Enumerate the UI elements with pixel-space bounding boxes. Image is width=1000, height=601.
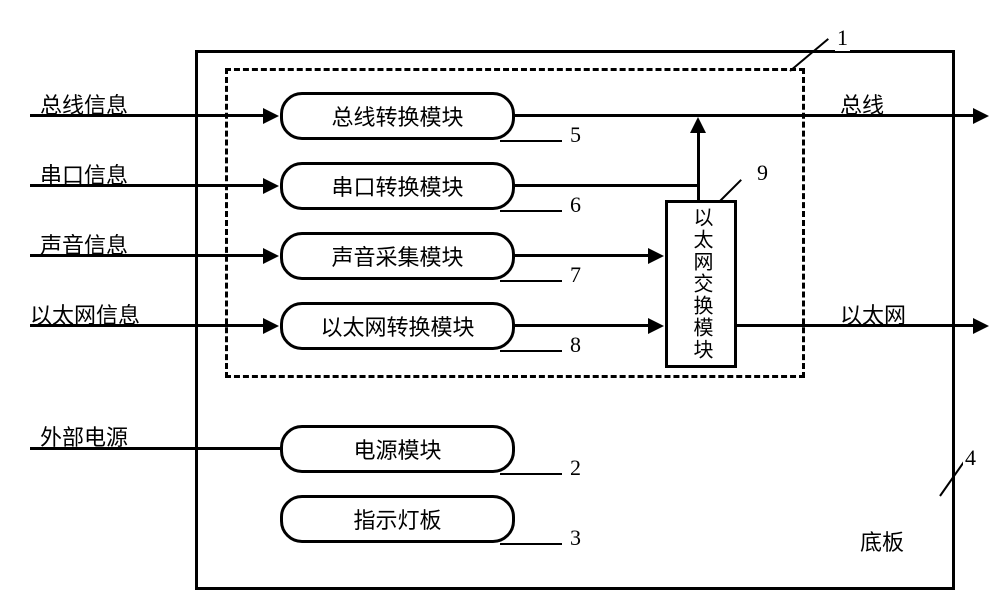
ethernet-conversion-module: 以太网转换模块 — [280, 302, 515, 350]
arrow-audio-to-switch-head — [648, 248, 664, 264]
arrow-switch-to-bus-v — [697, 130, 700, 200]
arrow-audio-in — [30, 254, 265, 257]
line-power-in — [30, 447, 280, 450]
arrow-eth-in-head — [263, 318, 279, 334]
arrow-serial-in — [30, 184, 265, 187]
arrow-eth-out — [737, 324, 975, 327]
arrow-eth-in — [30, 324, 265, 327]
arrow-eth-out-head — [973, 318, 989, 334]
arrow-serial-to-switch-h — [515, 184, 700, 187]
serial-conv-text: 串口转换模块 — [331, 170, 463, 202]
indicator-board: 指示灯板 — [280, 495, 515, 543]
arrow-audio-to-switch — [515, 254, 650, 257]
arrow-switch-to-bus-head — [690, 117, 706, 133]
arrow-audio-in-head — [263, 248, 279, 264]
arrow-serial-in-head — [263, 178, 279, 194]
ref-num-6: 6 — [568, 192, 583, 218]
serial-conversion-module: 串口转换模块 — [280, 162, 515, 210]
system-block-diagram: 总线信息 串口信息 声音信息 以太网信息 外部电源 总线 以太网 底板 总线转换… — [0, 0, 1000, 601]
ref-num-3: 3 — [568, 525, 583, 551]
arrow-eth-to-switch — [515, 324, 650, 327]
audio-collect-module: 声音采集模块 — [280, 232, 515, 280]
ref-num-2: 2 — [568, 455, 583, 481]
baseboard-label: 底板 — [860, 525, 904, 557]
power-module: 电源模块 — [280, 425, 515, 473]
audio-collect-text: 声音采集模块 — [331, 240, 463, 272]
ethernet-switch-module: 以太网交换模块 — [665, 200, 737, 368]
ref-num-8: 8 — [568, 332, 583, 358]
eth-conv-text: 以太网转换模块 — [320, 310, 474, 342]
ref-line-7 — [500, 280, 562, 282]
arrow-bus-in-head — [263, 108, 279, 124]
bus-conv-text: 总线转换模块 — [331, 100, 463, 132]
ref-num-5: 5 — [568, 122, 583, 148]
ref-num-4: 4 — [963, 445, 978, 471]
arrow-bus-out — [515, 114, 975, 117]
ref-line-6 — [500, 210, 562, 212]
arrow-bus-out-head — [973, 108, 989, 124]
eth-switch-text: 以太网交换模块 — [689, 207, 713, 361]
ref-line-2 — [500, 473, 562, 475]
arrow-bus-in — [30, 114, 265, 117]
ref-num-1: 1 — [835, 25, 850, 51]
ref-line-3 — [500, 543, 562, 545]
power-text: 电源模块 — [353, 433, 441, 465]
ref-num-7: 7 — [568, 262, 583, 288]
arrow-eth-to-switch-head — [648, 318, 664, 334]
ref-line-5 — [500, 140, 562, 142]
indicator-text: 指示灯板 — [353, 503, 441, 535]
bus-conversion-module: 总线转换模块 — [280, 92, 515, 140]
ref-num-9: 9 — [755, 160, 770, 186]
ref-line-8 — [500, 350, 562, 352]
